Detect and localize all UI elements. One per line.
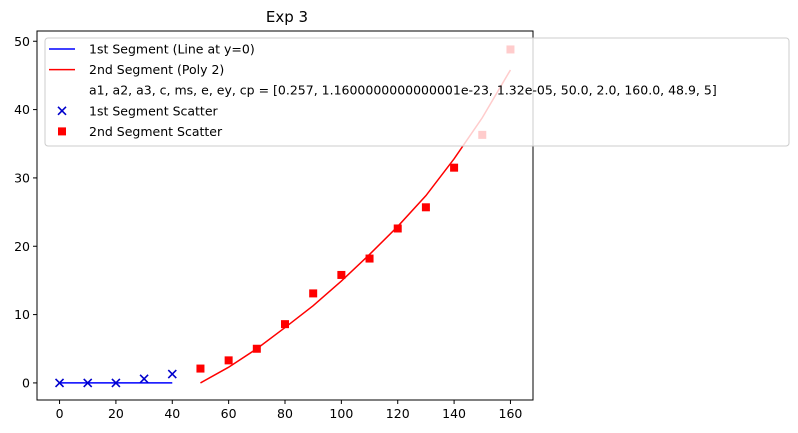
scatter-square-marker — [393, 224, 402, 233]
legend-label: 2nd Segment Scatter — [89, 124, 223, 139]
legend-label: 1st Segment Scatter — [89, 103, 219, 118]
y-tick-label: 10 — [14, 307, 30, 322]
marker-stroke — [83, 378, 93, 388]
y-tick-label: 0 — [22, 375, 30, 390]
marker-stroke — [139, 374, 149, 384]
scatter-square-marker — [337, 270, 346, 279]
legend-x-marker — [57, 106, 67, 116]
series-line-1 — [200, 69, 512, 384]
scatter-square-marker — [224, 356, 233, 365]
x-tick-label: 140 — [442, 406, 466, 421]
scatter-square-marker — [196, 364, 205, 373]
scatter-x-marker — [167, 369, 177, 379]
x-tick-label: 60 — [221, 406, 237, 421]
chart-title: Exp 3 — [266, 8, 308, 26]
y-tick-label: 50 — [14, 34, 30, 49]
scatter-square-marker — [281, 320, 289, 329]
legend-label: 2nd Segment (Poly 2) — [89, 62, 224, 77]
scatter-square-marker — [450, 163, 459, 172]
legend-square-marker — [58, 127, 66, 136]
scatter-x-marker — [54, 378, 65, 388]
marker-stroke — [57, 106, 67, 116]
x-tick-label: 120 — [386, 406, 410, 421]
scatter-square-marker — [365, 254, 374, 263]
scatter-x-marker — [111, 378, 121, 388]
scatter-square-marker — [252, 344, 261, 353]
y-tick-label: 20 — [14, 239, 30, 254]
legend-label: a1, a2, a3, c, ms, e, ey, cp = [0.257, 1… — [89, 83, 717, 98]
marker-stroke — [167, 369, 177, 379]
scatter-square-marker — [421, 203, 430, 212]
x-tick-label: 100 — [329, 406, 353, 421]
y-tick-label: 30 — [14, 170, 30, 185]
x-tick-label: 20 — [108, 406, 124, 421]
y-tick-label: 40 — [14, 102, 30, 117]
x-tick-label: 0 — [56, 406, 64, 421]
scatter-square-marker — [309, 289, 318, 298]
x-tick-label: 80 — [277, 406, 293, 421]
scatter-x-marker — [139, 374, 149, 384]
marker-stroke — [54, 378, 65, 388]
scatter-x-marker — [83, 378, 93, 388]
legend-box — [44, 37, 790, 147]
legend-label: 1st Segment (Line at y=0) — [89, 42, 255, 57]
x-tick-label: 160 — [499, 406, 523, 421]
x-tick-label: 40 — [164, 406, 180, 421]
marker-stroke — [111, 378, 121, 388]
